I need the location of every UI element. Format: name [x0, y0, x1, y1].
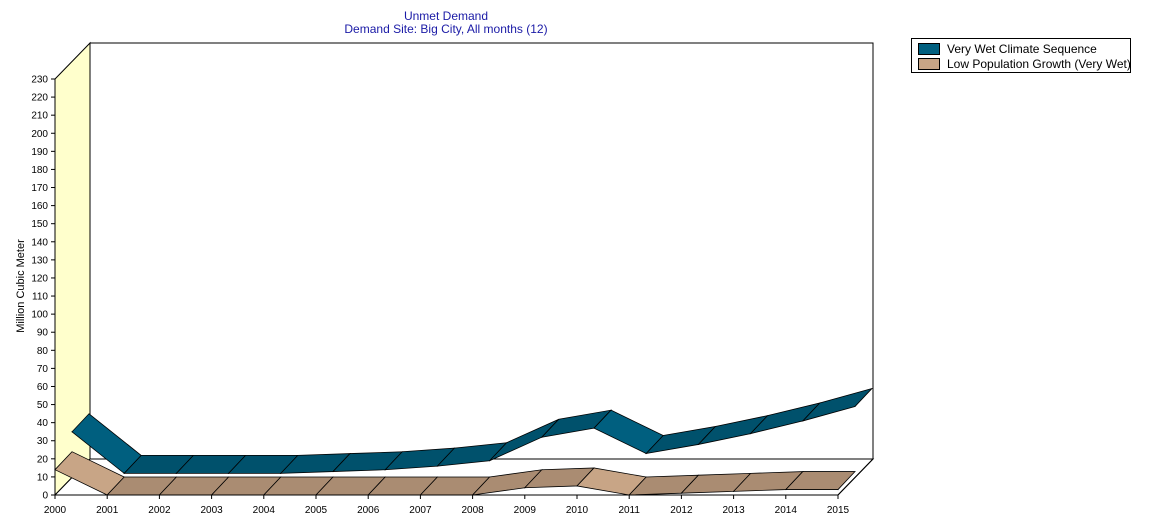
- data-point: [785, 488, 787, 491]
- data-point: [854, 405, 856, 408]
- y-tick-label: 210: [31, 111, 48, 122]
- legend-swatch-very-wet: [918, 43, 940, 55]
- y-tick-label: 150: [31, 219, 48, 230]
- y-tick-label: 70: [37, 364, 49, 375]
- data-point: [733, 490, 735, 492]
- data-point: [680, 492, 683, 494]
- y-tick-label: 190: [31, 147, 48, 158]
- x-tick-label: 2006: [357, 505, 380, 516]
- ribbon-segment: [784, 471, 856, 490]
- x-tick-label: 2005: [305, 505, 328, 516]
- legend-label-very-wet: Very Wet Climate Sequence: [947, 42, 1097, 56]
- data-point: [384, 469, 386, 471]
- data-point: [489, 460, 491, 462]
- y-tick-label: 220: [31, 93, 48, 104]
- y-axis-label-group: Million Cubic Meter: [15, 239, 27, 333]
- legend-item-low-population: Low Population Growth (Very Wet): [918, 57, 1131, 71]
- data-point: [524, 487, 526, 489]
- y-tick-label: 160: [31, 201, 48, 212]
- y-tick-label: 30: [37, 436, 49, 447]
- data-point: [541, 436, 543, 438]
- x-tick-label: 2010: [566, 505, 589, 516]
- series-ribbon-1: [54, 451, 856, 496]
- data-point: [228, 472, 230, 474]
- data-point: [697, 443, 700, 446]
- y-tick-label: 0: [42, 491, 48, 502]
- y-tick-label: 230: [31, 75, 48, 86]
- data-point: [436, 465, 438, 467]
- y-tick-label: 50: [37, 400, 49, 411]
- ribbon-segment: [801, 387, 874, 422]
- data-point: [175, 472, 177, 474]
- y-tick-label: 140: [31, 237, 48, 248]
- data-point: [837, 488, 839, 491]
- x-tick-label: 2007: [409, 505, 432, 516]
- y-tick-label: 100: [31, 310, 48, 321]
- data-point: [750, 432, 752, 435]
- x-axis: 2000 2001 2002 2003 2004 2005 2006 2007 2008 2009…: [44, 495, 850, 516]
- y-tick-label: 80: [37, 346, 49, 357]
- floor-edge: [837, 458, 874, 496]
- chart-title: Unmet Demand: [404, 9, 488, 23]
- x-tick-label: 2001: [96, 505, 119, 516]
- legend-label-low-population: Low Population Growth (Very Wet): [947, 57, 1131, 71]
- x-tick-label: 2012: [670, 505, 693, 516]
- x-tick-label: 2002: [148, 505, 171, 516]
- y-axis-label: Million Cubic Meter: [15, 239, 27, 333]
- y-tick-label: 180: [31, 165, 48, 176]
- y-tick-label: 20: [37, 454, 49, 465]
- data-point: [802, 420, 804, 422]
- data-point: [123, 472, 125, 474]
- y-tick-label: 120: [31, 273, 48, 284]
- x-tick-label: 2008: [461, 505, 484, 516]
- data-point: [71, 431, 73, 433]
- data-point: [593, 427, 595, 429]
- series-ribbon-0: [71, 387, 874, 474]
- data-point: [645, 452, 647, 455]
- y-tick-label: 60: [37, 382, 49, 393]
- y-tick-label: 130: [31, 255, 48, 266]
- series-group: [54, 387, 874, 496]
- y-tick-label: 200: [31, 129, 48, 140]
- x-tick-label: 2013: [722, 505, 745, 516]
- data-point: [576, 485, 578, 487]
- x-tick-label: 2004: [253, 505, 276, 516]
- x-tick-label: 2003: [200, 505, 223, 516]
- y-tick-label: 90: [37, 328, 49, 339]
- x-tick-label: 2009: [514, 505, 537, 516]
- legend-item-very-wet: Very Wet Climate Sequence: [918, 42, 1097, 56]
- legend: Very Wet Climate Sequence Low Population…: [911, 38, 1131, 73]
- x-tick-label: 2015: [827, 505, 850, 516]
- legend-swatch-low-population: [918, 58, 940, 70]
- y-axis: 0 10 20 30 40 50 60 70 80 90 100 110 120 130 140 150 160…: [31, 75, 56, 502]
- y-tick-label: 110: [32, 292, 48, 303]
- chart-subtitle: Demand Site: Big City, All months (12): [344, 22, 547, 36]
- x-tick-label: 2014: [775, 505, 798, 516]
- data-point: [280, 472, 282, 474]
- data-point: [332, 470, 334, 473]
- y-tick-label: 170: [31, 183, 48, 194]
- y-tick-label: 40: [37, 418, 49, 429]
- x-tick-label: 2011: [618, 505, 640, 516]
- x-tick-label: 2000: [44, 505, 67, 516]
- back-wall-panel: [89, 42, 874, 460]
- y-tick-label: 10: [37, 472, 49, 483]
